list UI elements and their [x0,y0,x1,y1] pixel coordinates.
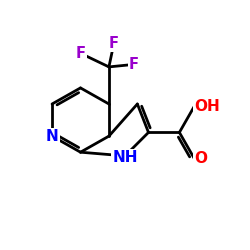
Text: F: F [129,57,139,72]
Text: O: O [194,151,207,166]
Text: N: N [46,128,58,144]
Text: F: F [109,36,119,51]
Text: NH: NH [112,150,138,165]
Text: F: F [76,46,86,61]
Text: OH: OH [194,99,220,114]
